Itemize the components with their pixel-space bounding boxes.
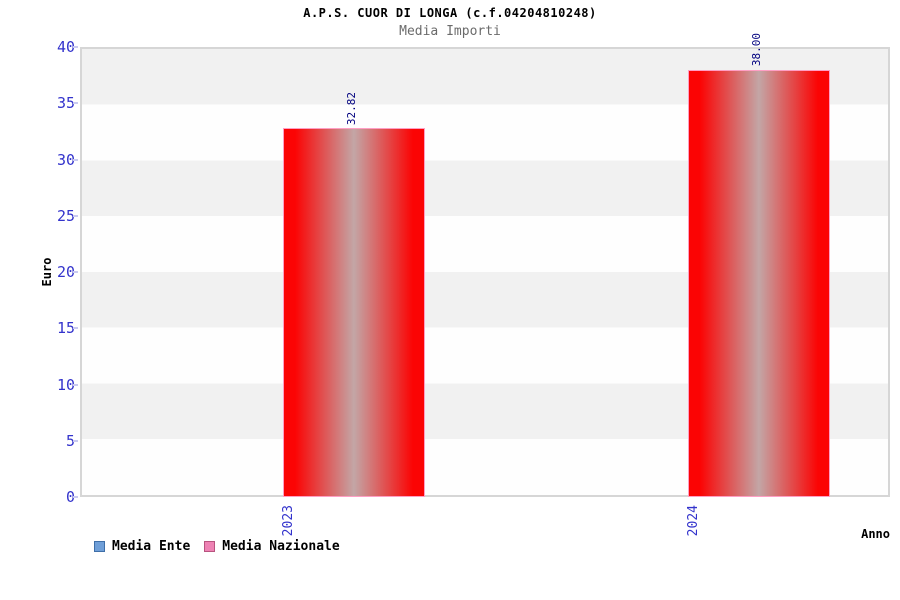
y-tick-mark xyxy=(73,214,78,217)
chart-subtitle: Media Importi xyxy=(399,24,501,39)
y-tick-mark xyxy=(73,496,78,498)
chart-title: A.P.S. CUOR DI LONGA (c.f.04204810248) xyxy=(303,6,597,20)
y-tick-mark xyxy=(73,327,78,330)
y-tick-label: 30 xyxy=(56,150,75,169)
y-tick-label: 40 xyxy=(56,38,75,56)
y-tick-label: 10 xyxy=(56,375,75,394)
y-tick-label: 0 xyxy=(65,488,75,506)
legend-label: Media Nazionale xyxy=(222,539,340,554)
y-tick-mark xyxy=(73,439,78,442)
y-tick-mark xyxy=(73,383,78,386)
y-tick-mark xyxy=(73,158,78,161)
legend-swatch-icon xyxy=(94,541,105,552)
legend-item-media-nazionale: Media Nazionale xyxy=(204,539,340,554)
y-tick-label: 25 xyxy=(56,206,75,225)
y-tick-mark xyxy=(73,271,78,273)
y-tick-label: 20 xyxy=(56,263,75,281)
legend-label: Media Ente xyxy=(112,539,191,554)
y-tick-label: 5 xyxy=(65,431,75,450)
bar-media-nazionale-2024 xyxy=(688,69,830,497)
legend-item-media-ente: Media Ente xyxy=(94,539,190,554)
legend-swatch-icon xyxy=(204,541,216,552)
y-tick-mark xyxy=(73,102,78,105)
bar-value-label: 38.00 xyxy=(750,33,763,67)
x-axis-label: Anno xyxy=(861,527,890,541)
bar-value-label: 32.82 xyxy=(345,91,358,125)
x-tick-label-2024: 2024 xyxy=(686,505,701,537)
legend: Media Ente Media Nazionale xyxy=(94,539,340,554)
y-tick-label: 15 xyxy=(56,319,75,338)
y-tick-mark xyxy=(73,46,78,48)
y-tick-label: 35 xyxy=(56,94,75,113)
bar-media-nazionale-2023 xyxy=(283,127,425,497)
x-tick-label-2023: 2023 xyxy=(281,505,296,537)
